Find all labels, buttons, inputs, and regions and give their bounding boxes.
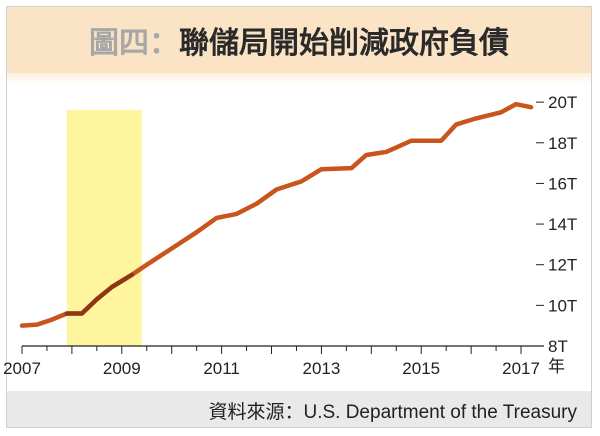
series-group — [19, 101, 534, 328]
y-tick-label: 14T — [548, 215, 577, 234]
figure-frame: 圖四： 聯儲局開始削減政府負債 資料來源：U.S. Department of … — [6, 6, 592, 428]
y-tick-label: 12T — [548, 256, 577, 275]
source-note: 資料來源：U.S. Department of the Treasury — [208, 402, 577, 423]
figure-number: 圖四： — [89, 26, 179, 61]
x-tick-label: 2015 — [402, 359, 440, 378]
x-axis: 2007 2009 2011 2013 2015 2017 — [3, 346, 540, 378]
y-tick-label: 10T — [548, 296, 577, 315]
x-tick-label: 2011 — [203, 359, 240, 378]
debt-series-highlight-segment — [64, 272, 135, 316]
x-tick-label: 2007 — [3, 359, 41, 378]
recession-highlight — [66, 110, 142, 346]
y-tick-label: 20T — [548, 93, 577, 112]
y-tick-label: 16T — [548, 174, 577, 193]
y-tick-label: 18T — [548, 134, 577, 153]
title-bar: 圖四： 聯儲局開始削減政府負債 — [7, 7, 591, 73]
x-tick-label: 2017 — [502, 359, 540, 378]
footer-bar — [7, 391, 591, 427]
x-unit-label: 年 — [548, 357, 565, 376]
title-gradient-band — [7, 73, 591, 85]
y-axis: 8T 10T 12T 14T 16T 18T 20T — [536, 93, 577, 356]
chart-title: 聯儲局開始削減政府負債 — [179, 26, 509, 61]
y-tick-label: 8T — [548, 337, 568, 356]
x-tick-label: 2009 — [103, 359, 141, 378]
x-tick-label: 2013 — [303, 359, 341, 378]
